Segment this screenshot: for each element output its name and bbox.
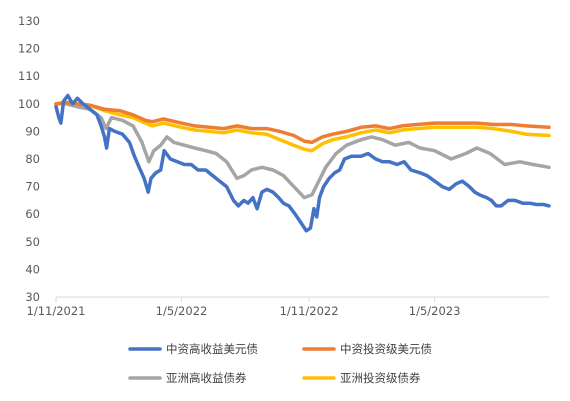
y-tick-label: 80 xyxy=(25,152,40,166)
y-axis: 30 40 50 60 70 80 90 100 110 120 130 xyxy=(18,14,40,304)
x-tick-label: 1/11/2021 xyxy=(27,304,86,318)
series-line-2 xyxy=(54,102,551,200)
y-tick-label: 60 xyxy=(25,207,40,221)
x-tick-label: 1/5/2022 xyxy=(156,304,208,318)
y-tick-label: 70 xyxy=(25,180,40,194)
y-tick-label: 50 xyxy=(25,235,40,249)
series-line-0 xyxy=(54,93,551,233)
legend-label: 中资高收益美元债 xyxy=(166,342,258,356)
x-tick-label: 1/11/2022 xyxy=(280,304,339,318)
x-tick-label: 1/5/2023 xyxy=(409,304,461,318)
y-tick-label: 130 xyxy=(18,14,40,28)
x-axis: 1/11/2021 1/5/2022 1/11/2022 1/5/2023 xyxy=(27,296,549,318)
series-line-1 xyxy=(54,100,551,145)
y-tick-label: 110 xyxy=(18,69,40,83)
y-tick-label: 90 xyxy=(25,124,40,138)
legend-label: 亚洲高收益债券 xyxy=(166,371,247,385)
series-line-3 xyxy=(54,100,551,153)
y-tick-label: 40 xyxy=(25,262,40,276)
legend-label: 中资投资级美元债 xyxy=(340,342,432,356)
y-tick-label: 100 xyxy=(18,97,40,111)
y-tick-label: 30 xyxy=(25,290,40,304)
series-layer xyxy=(54,93,551,233)
y-tick-label: 120 xyxy=(18,42,40,56)
legend-label: 亚洲投资级债券 xyxy=(340,371,421,385)
